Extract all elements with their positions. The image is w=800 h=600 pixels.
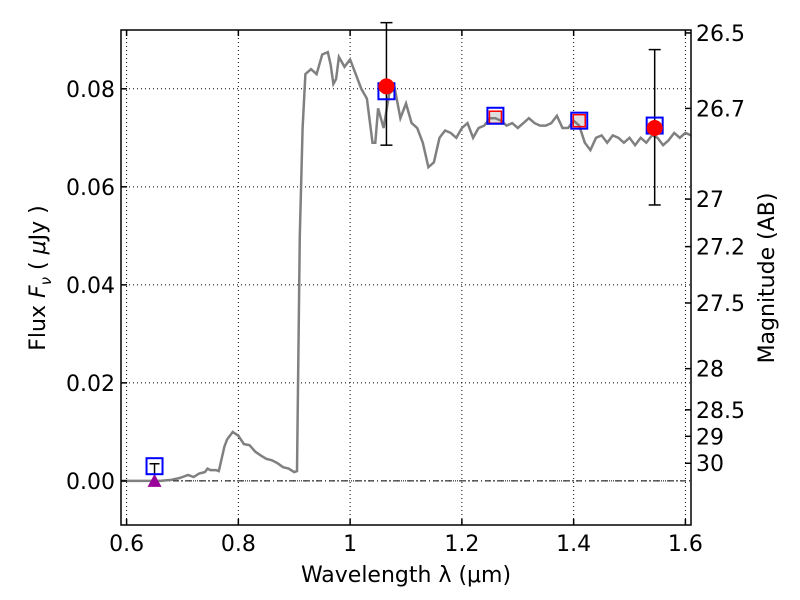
y2-tick-label: 26.5 (696, 22, 745, 47)
y-axis-label-part: Flux (26, 298, 51, 351)
y-tick-label: 0.08 (66, 78, 115, 103)
y2-tick-label: 27 (696, 188, 724, 213)
y-tick-label: 0.02 (66, 372, 115, 397)
y2-tick-label: 30 (696, 452, 724, 477)
grid (121, 30, 691, 525)
y-axis-label-part: Jy ) (26, 205, 51, 242)
y-axis-label-part: ( (26, 254, 51, 277)
y2-tick-label: 27.5 (696, 292, 745, 317)
x-tick-label: 0.6 (109, 532, 144, 557)
y-axis-label-symbol: F (26, 285, 51, 298)
plot-frame (120, 29, 692, 526)
y-tick-label: 0.04 (66, 274, 115, 299)
y-tick-label: 0.00 (66, 470, 115, 495)
ticks: 0.6 0.8 1 1.2 1.4 1.6 0.00 0.02 0.04 0.06 0.08 26.5… (66, 22, 745, 557)
y2-tick-label: 29 (696, 425, 724, 450)
x-tick-label: 1.6 (668, 532, 703, 557)
y2-tick-label: 28 (696, 358, 724, 383)
x-tick-label: 1.2 (444, 532, 479, 557)
y2-axis-label: Magnitude (AB) (755, 193, 780, 364)
model-red-square (488, 110, 503, 124)
x-tick-label: 1.4 (556, 532, 591, 557)
model-band-square (570, 111, 589, 130)
model-red-square (572, 113, 586, 128)
model-band-square (145, 457, 164, 476)
x-tick-label: 0.8 (221, 532, 256, 557)
x-axis-label: Wavelength λ (μm) (301, 563, 511, 588)
y-axis-label-unit-prefix: μ (26, 240, 51, 255)
x-tick-label: 1 (343, 532, 357, 557)
model-band-square (486, 106, 505, 125)
y2-tick-label: 28.5 (696, 399, 745, 424)
upper-limit-triangle (147, 473, 162, 487)
data-markers (145, 21, 664, 487)
y-axis-label: Flux Fν ( μJy ) (26, 205, 55, 350)
y-axis-label-subscript: ν (37, 277, 55, 285)
y2-tick-label: 26.7 (696, 97, 745, 122)
y-tick-label: 0.06 (66, 176, 115, 201)
observed-point (378, 78, 395, 95)
model-spectrum-line (121, 50, 692, 483)
observed-point (646, 120, 663, 137)
y2-tick-label: 27.2 (696, 236, 745, 261)
